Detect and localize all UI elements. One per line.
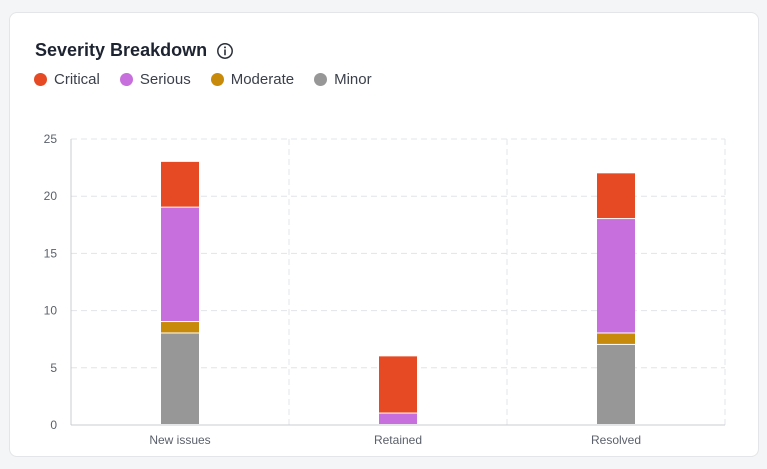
legend-item-minor[interactable]: Minor: [314, 71, 372, 88]
bar-segment-critical: [379, 356, 417, 413]
legend-item-critical[interactable]: Critical: [34, 71, 100, 88]
bar-segment-minor: [161, 333, 199, 424]
legend-label-minor: Minor: [334, 71, 372, 88]
legend-item-serious[interactable]: Serious: [119, 71, 191, 88]
info-circle-icon[interactable]: [216, 42, 234, 60]
bar-segment-critical: [161, 161, 199, 207]
bar-segment-serious: [161, 207, 199, 322]
legend-swatch-serious: [119, 73, 133, 86]
legend-swatch-critical: [34, 73, 47, 86]
y-tick-label: 25: [44, 132, 58, 146]
x-tick-label: Retained: [374, 433, 422, 447]
chart-legend: Critical Serious Moderate Minor: [34, 71, 372, 88]
y-tick-label: 10: [44, 304, 58, 318]
x-tick-label: New issues: [149, 433, 210, 447]
legend-swatch-moderate: [210, 73, 224, 86]
y-tick-label: 15: [44, 246, 58, 260]
y-tick-label: 5: [50, 361, 57, 375]
bar-segment-minor: [597, 344, 635, 424]
legend-item-moderate[interactable]: Moderate: [210, 71, 295, 88]
legend-swatch-minor: [314, 73, 328, 86]
card-title: Severity Breakdown: [35, 40, 208, 60]
bar-segment-moderate: [161, 322, 199, 333]
legend-label-moderate: Moderate: [230, 71, 295, 88]
legend-label-serious: Serious: [139, 71, 191, 88]
x-tick-label: Resolved: [591, 433, 641, 447]
bar-segment-serious: [379, 413, 417, 424]
bar-segment-moderate: [597, 333, 635, 344]
bar-segment-critical: [597, 173, 635, 219]
legend-label-critical: Critical: [54, 71, 100, 88]
y-tick-label: 20: [44, 189, 58, 203]
card-header: Severity Breakdown: [35, 40, 234, 61]
y-tick-label: 0: [50, 418, 57, 432]
bar-segment-serious: [597, 219, 635, 333]
